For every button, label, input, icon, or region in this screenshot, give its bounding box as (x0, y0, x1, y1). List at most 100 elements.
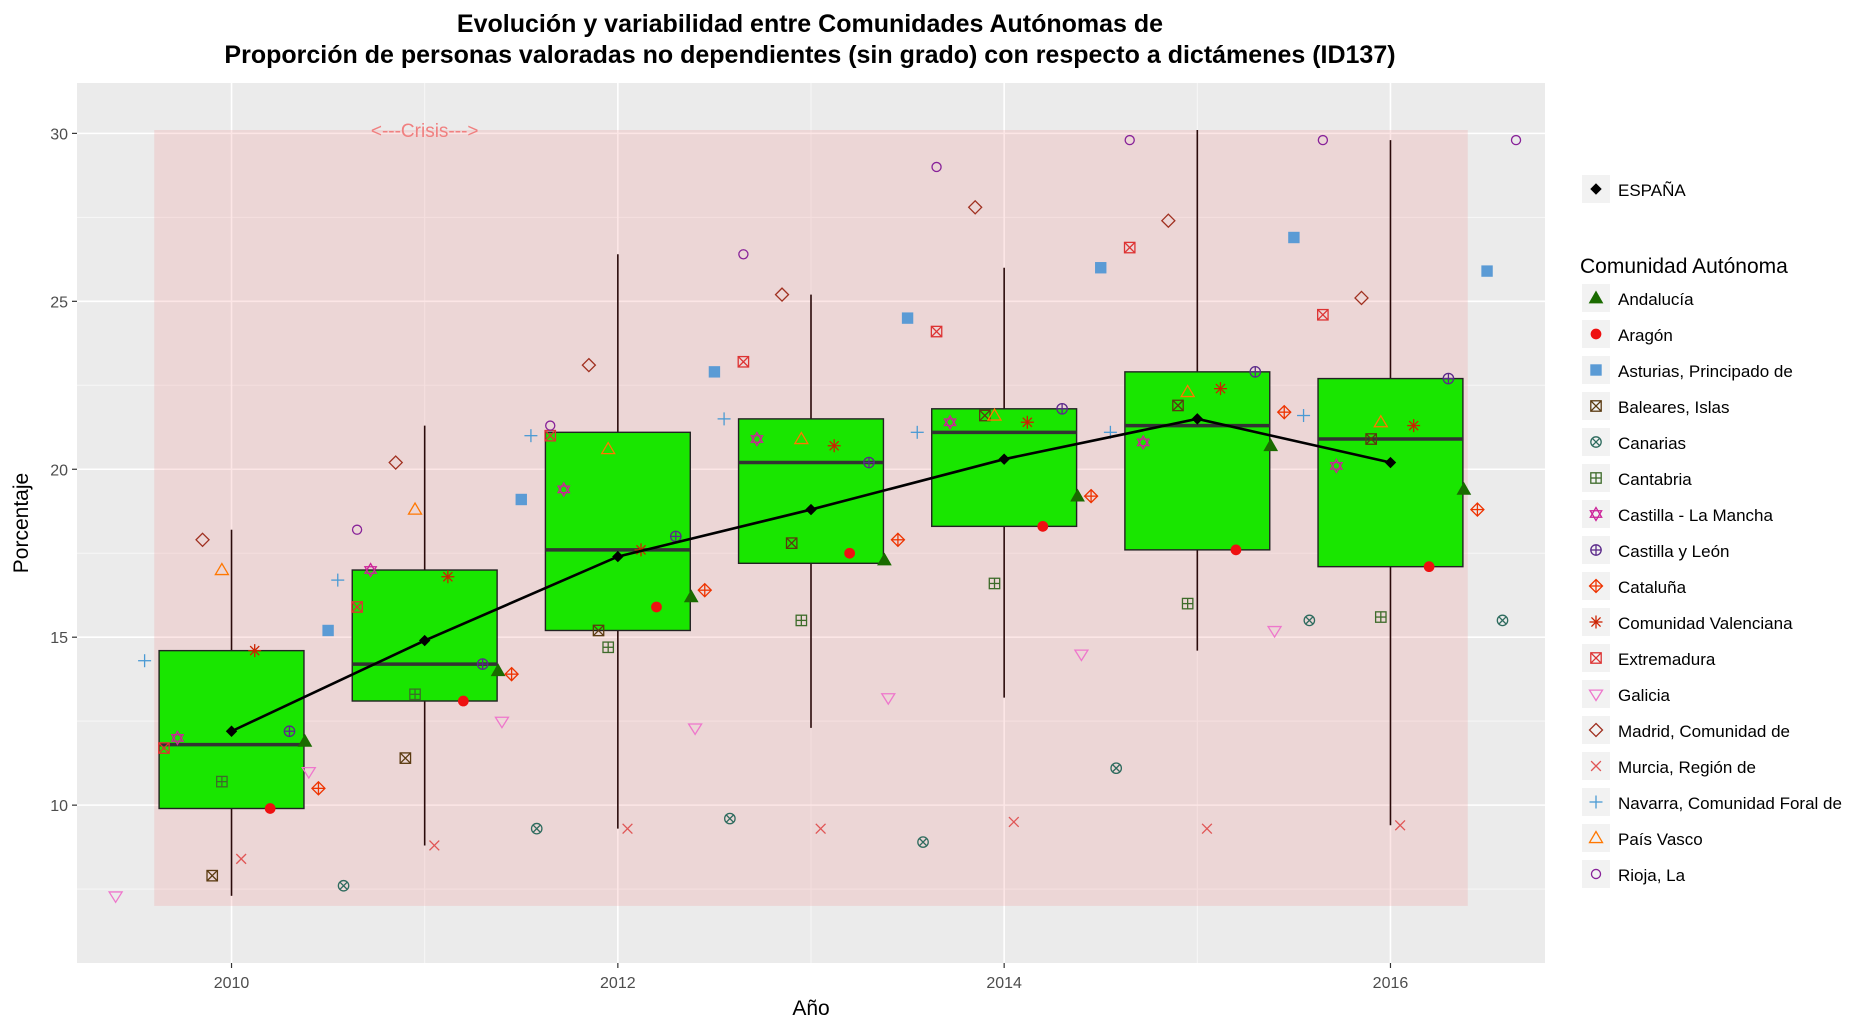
boxplot-2016 (1317, 140, 1464, 826)
legend-marker-cantabria (1590, 472, 1602, 484)
point-andalucia-2014 (1070, 488, 1085, 502)
point-extremadura-2016 (1317, 308, 1329, 321)
point-asturias-principado-de-2012 (708, 366, 721, 378)
legend-marker-comunidad-valenciana (1589, 615, 1603, 629)
x-axis-title: Año (792, 997, 829, 1020)
legend-marker-asturias-principado-de (1590, 364, 1602, 376)
legend-label-castilla-y-leon: Castilla y León (1618, 542, 1730, 561)
point-canarias-2012 (724, 812, 736, 825)
point-madrid-comunidad-de-2010 (195, 532, 210, 548)
point-murcia-region-de-2014 (1008, 816, 1020, 828)
point-navarra-comunidad-foral-de-2016 (1297, 409, 1311, 423)
point-aragon-2015 (1230, 544, 1242, 556)
box (931, 408, 1078, 528)
y-axis-title: Porcentaje (10, 473, 33, 573)
point-pais-vasco-2012 (600, 441, 616, 455)
point-galicia-2013 (687, 723, 703, 736)
legend-item-extremadura: Extremadura (1582, 644, 1716, 672)
boxplot-2012 (544, 254, 691, 829)
legend-marker-pais-vasco (1588, 830, 1604, 844)
point-asturias-principado-de-2015 (1288, 231, 1300, 244)
point-andalucia-2012 (683, 589, 699, 603)
chart-title-line2: Proporción de personas valoradas no depe… (224, 41, 1395, 69)
legend-label-andalucia: Andalucía (1618, 290, 1694, 309)
legend-item-baleares-islas: Baleares, Islas (1582, 392, 1730, 420)
point-castilla-la-mancha-2014 (943, 414, 957, 431)
espana-point-2015 (1191, 413, 1204, 425)
legend-label-baleares-islas: Baleares, Islas (1618, 398, 1730, 417)
legend-label-castilla-la-mancha: Castilla - La Mancha (1618, 506, 1774, 525)
point-rioja-la-2015 (1317, 134, 1329, 146)
boxplot-2014 (931, 267, 1078, 698)
point-andalucia-2011 (490, 663, 506, 677)
point-murcia-region-de-2015 (1201, 823, 1213, 834)
point-extremadura-2011 (351, 601, 363, 613)
point-castilla-y-leon-2014 (1056, 402, 1068, 415)
point-murcia-region-de-2011 (429, 840, 440, 851)
point-extremadura-2015 (1123, 241, 1136, 254)
point-canarias-2014 (1110, 762, 1123, 775)
box (1124, 371, 1271, 551)
point-comunidad-valenciana-2016 (1407, 419, 1421, 433)
point-rioja-la-2010 (351, 524, 363, 535)
box (544, 431, 691, 632)
series-castilla-y-leon (283, 366, 1455, 738)
point-castilla-y-leon-2013 (863, 456, 875, 469)
boxplots (158, 130, 1464, 896)
point-cantabria-2013 (795, 614, 808, 627)
legend-item-rioja-la: Rioja, La (1582, 860, 1686, 888)
x-tick-label: 2014 (986, 975, 1022, 992)
point-madrid-comunidad-de-2016 (1354, 290, 1369, 306)
series-asturias-principado-de (322, 231, 1493, 637)
point-rioja-la-2013 (931, 161, 942, 173)
legend-marker-andalucia (1588, 290, 1604, 304)
espana-point-2014 (998, 453, 1010, 465)
point-madrid-comunidad-de-2012 (581, 357, 597, 373)
point-castilla-la-mancha-2013 (750, 431, 764, 447)
point-extremadura-2010 (158, 742, 170, 754)
point-asturias-principado-de-2011 (515, 493, 527, 506)
legend-label-madrid-comunidad-de: Madrid, Comunidad de (1618, 722, 1790, 741)
legend-marker-canarias (1590, 436, 1602, 448)
legend-label-cataluna: Cataluña (1618, 578, 1687, 597)
point-pais-vasco-2014 (986, 407, 1003, 421)
legend-key (1582, 680, 1610, 708)
y-tick-label: 30 (50, 126, 68, 143)
espana-point-2012 (612, 550, 624, 563)
point-cantabria-2012 (602, 641, 615, 654)
point-galicia-2011 (301, 766, 317, 780)
legend-item-andalucia: Andalucía (1582, 284, 1694, 312)
legend-marker-cataluna (1588, 578, 1604, 594)
point-aragon-2013 (844, 547, 856, 559)
legend-item-canarias: Canarias (1582, 428, 1686, 456)
series-aragon (264, 520, 1435, 814)
point-pais-vasco-2010 (214, 562, 230, 576)
legend-title: Comunidad Autónoma (1580, 255, 1788, 278)
legend-item-comunidad-valenciana: Comunidad Valenciana (1582, 608, 1793, 636)
espana-point-2010 (225, 725, 238, 737)
legend-item-aragon: Aragón (1582, 320, 1673, 348)
point-castilla-y-leon-2015 (1249, 366, 1262, 378)
point-cantabria-2016 (1374, 611, 1387, 623)
legend-label-aragon: Aragón (1618, 326, 1673, 345)
point-madrid-comunidad-de-2011 (388, 455, 404, 470)
point-cataluna-2010 (311, 780, 326, 796)
point-castilla-y-leon-2010 (283, 725, 296, 738)
point-canarias-2011 (530, 822, 543, 835)
legend-label-comunidad-valenciana: Comunidad Valenciana (1618, 614, 1793, 633)
y-tick-label: 20 (50, 462, 68, 479)
series-pais-vasco (214, 384, 1389, 576)
x-axis-ticks: 2010 2012 2014 2016 (214, 963, 1408, 992)
point-pais-vasco-2013 (793, 431, 809, 445)
point-navarra-comunidad-foral-de-2013 (717, 412, 731, 426)
point-galicia-2014 (880, 693, 896, 706)
legend-marker-espana (1590, 183, 1602, 195)
point-aragon-2012 (651, 601, 662, 613)
legend: ESPAÑA Comunidad Autónoma Andalucía Aragó… (1580, 175, 1842, 888)
point-cataluna-2014 (1083, 488, 1099, 504)
point-aragon-2011 (457, 695, 469, 707)
point-navarra-comunidad-foral-de-2011 (331, 573, 345, 587)
point-canarias-2015 (1303, 614, 1316, 627)
point-cataluna-2013 (890, 532, 906, 548)
point-aragon-2014 (1037, 520, 1049, 532)
